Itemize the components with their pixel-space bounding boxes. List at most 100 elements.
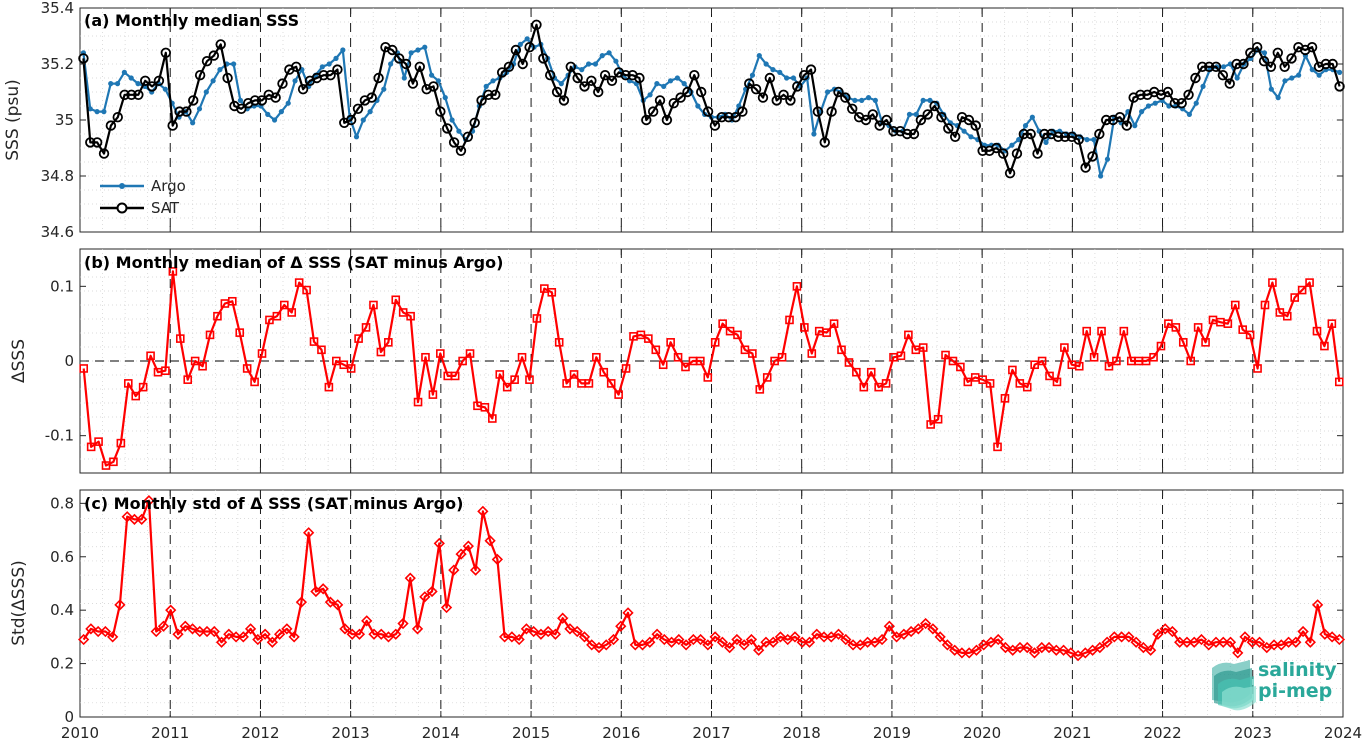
data-point <box>993 442 1002 452</box>
data-point <box>273 628 286 640</box>
legend-argo-label: Argo <box>151 177 186 195</box>
data-point <box>681 81 687 87</box>
data-point <box>270 92 281 103</box>
x-tick-label: 2023 <box>1234 724 1272 742</box>
data-point <box>318 69 329 81</box>
data-point <box>496 67 508 78</box>
panel-a-title: (a) Monthly median SSS <box>84 11 299 30</box>
data-point <box>1245 47 1256 59</box>
data-point <box>105 120 117 131</box>
data-point <box>517 58 528 70</box>
data-point <box>455 548 467 560</box>
data-point <box>1022 123 1029 129</box>
data-point <box>696 86 707 98</box>
data-point <box>1094 128 1105 140</box>
data-point <box>651 628 663 640</box>
panel-c-grid <box>80 490 1343 717</box>
data-point <box>406 311 415 321</box>
data-point <box>354 334 363 343</box>
data-point <box>584 379 594 388</box>
data-point <box>771 95 782 106</box>
data-point <box>1097 326 1106 336</box>
data-point <box>1145 644 1157 656</box>
data-point <box>615 620 627 632</box>
data-point <box>837 345 846 355</box>
data-point <box>506 631 518 643</box>
data-point <box>94 437 103 446</box>
data-point <box>161 366 170 376</box>
data-point <box>78 53 89 64</box>
data-point <box>1039 128 1050 140</box>
data-point <box>397 617 409 630</box>
data-point <box>1152 628 1164 640</box>
data-point <box>175 334 185 343</box>
data-point <box>1043 139 1049 145</box>
data-point <box>912 623 925 635</box>
data-point <box>963 377 973 387</box>
y-tick-label: 35.2 <box>41 55 74 73</box>
data-point <box>1296 72 1302 78</box>
data-point <box>190 356 200 366</box>
data-point <box>658 633 670 646</box>
data-point <box>992 633 1004 646</box>
data-point <box>915 114 927 126</box>
data-point <box>1327 319 1337 328</box>
data-point <box>140 75 151 87</box>
data-point <box>757 92 769 103</box>
x-tick-label: 2014 <box>422 724 460 742</box>
data-point <box>1253 636 1266 648</box>
data-point <box>783 75 790 81</box>
data-point <box>811 131 817 137</box>
data-point <box>592 61 599 67</box>
data-point <box>112 111 123 123</box>
data-point <box>228 296 237 306</box>
data-point <box>136 513 148 526</box>
data-point <box>1290 636 1302 648</box>
data-point <box>593 86 604 98</box>
data-point <box>859 382 869 392</box>
x-tick-label: 2016 <box>602 724 640 742</box>
data-point <box>414 61 425 73</box>
data-point <box>1232 647 1244 659</box>
data-point <box>949 644 961 656</box>
data-point <box>190 120 196 126</box>
data-point <box>661 83 667 89</box>
data-point <box>513 633 525 646</box>
data-point <box>428 72 435 78</box>
data-point <box>1032 148 1043 159</box>
data-point <box>442 95 448 101</box>
data-point <box>956 647 968 659</box>
data-point <box>498 631 511 643</box>
panel-b-ylabel: ΔSSS <box>9 339 29 383</box>
data-point <box>600 639 612 651</box>
data-point <box>249 95 261 106</box>
data-point <box>194 625 206 638</box>
data-point <box>1320 341 1329 351</box>
data-point <box>629 639 641 651</box>
data-point <box>469 564 482 576</box>
data-point <box>865 95 872 101</box>
data-point <box>157 620 170 632</box>
data-point <box>1251 42 1263 53</box>
data-point <box>867 109 879 120</box>
data-point <box>332 64 343 75</box>
data-point <box>215 39 226 50</box>
data-point <box>411 623 424 635</box>
data-point <box>538 53 549 64</box>
data-point <box>1231 58 1242 70</box>
data-point <box>970 644 983 656</box>
data-point <box>770 67 776 73</box>
data-point <box>133 89 144 101</box>
data-point <box>755 385 765 394</box>
data-point <box>1052 377 1062 387</box>
data-point <box>621 364 631 373</box>
data-point <box>749 72 756 78</box>
data-point <box>448 137 460 148</box>
data-point <box>217 67 223 73</box>
data-point <box>832 628 845 640</box>
data-point <box>1156 341 1166 351</box>
data-point <box>792 81 803 92</box>
data-point <box>484 535 496 547</box>
data-point <box>86 442 96 452</box>
data-point <box>847 103 858 115</box>
